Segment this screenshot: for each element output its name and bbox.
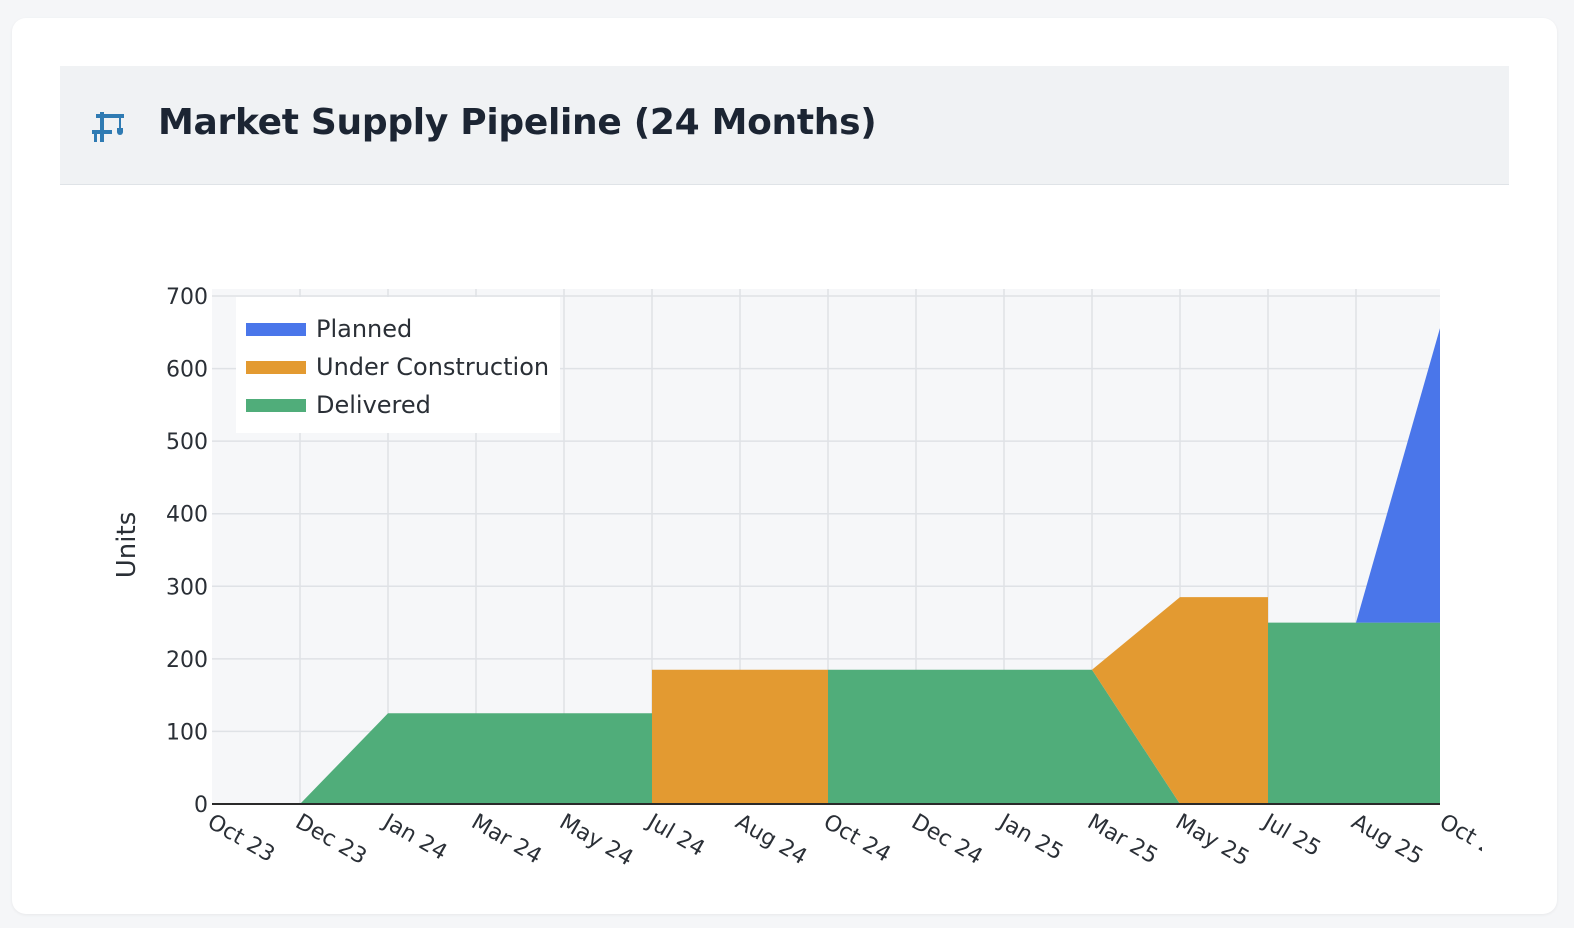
y-tick-label: 200 [166,648,208,673]
x-tick-label: Jan 24 [377,809,451,866]
area-under-construction [1092,597,1268,804]
x-tick-label: Jul 24 [641,809,709,862]
construction-crane-icon [92,112,124,142]
x-tick-label: Oct 25 [1435,810,1511,868]
y-axis-label: Units [112,512,142,578]
legend: Planned Under Construction Delivered [236,297,560,433]
area-delivered [828,669,1180,804]
y-tick-label: 0 [194,793,208,818]
x-tick-label: Aug 25 [1347,810,1427,871]
area-planned [1356,328,1440,623]
x-tick-label: Oct 24 [819,810,895,868]
x-tick-label: Aug 24 [731,810,811,871]
y-tick-label: 100 [166,720,208,745]
area-series-group [300,328,1440,804]
y-tick-label: 600 [166,358,208,383]
x-tick-label: Dec 24 [907,810,987,870]
x-tick-label: May 24 [555,810,637,872]
y-tick-label: 500 [166,430,208,455]
area-delivered [1268,622,1440,804]
x-tick-label: Jan 25 [993,809,1067,866]
x-tick-label: Dec 23 [291,810,371,870]
x-tick-label: Jul 25 [1257,809,1325,862]
card-header: Market Supply Pipeline (24 Months) [60,66,1509,185]
x-tick-label: May 25 [1171,810,1253,872]
page-title: Market Supply Pipeline (24 Months) [158,102,877,143]
y-tick-label: 700 [166,285,208,310]
legend-label: Under Construction [316,353,549,381]
x-tick-label: Oct 23 [203,810,279,868]
x-tick-labels: Oct 23 Dec 23 Jan 24 Mar 24 May 24 Jul 24 Aug … [203,809,1511,872]
legend-swatch [246,323,306,336]
legend-swatch [246,399,306,412]
area-delivered [300,713,652,804]
legend-swatch [246,361,306,374]
area-under-construction [652,669,828,804]
x-tick-label: Mar 25 [1083,810,1162,870]
x-tick-label: Mar 24 [467,810,546,870]
legend-label: Planned [316,315,412,343]
y-tick-label: 300 [166,575,208,600]
legend-label: Delivered [316,391,431,419]
y-tick-label: 400 [166,503,208,528]
